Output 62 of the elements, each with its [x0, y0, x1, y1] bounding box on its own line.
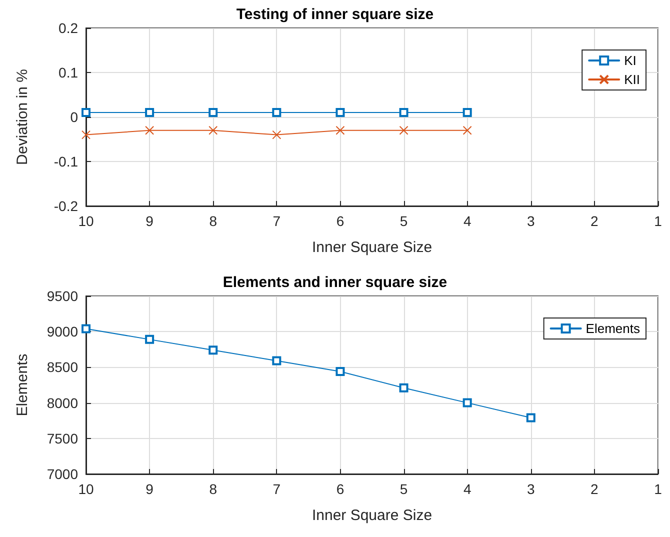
chart-title: Testing of inner square size — [236, 6, 434, 23]
x-tick-label: 5 — [400, 481, 408, 497]
x-tick-label: 2 — [590, 481, 599, 497]
x-tick-label: 7 — [272, 481, 281, 497]
point — [272, 108, 282, 118]
x-axis-title: Inner Square Size — [312, 239, 432, 256]
y-tick-label: 7500 — [46, 430, 78, 446]
x-tick-label: 4 — [463, 213, 472, 229]
point — [208, 126, 218, 135]
x-tick-label: 8 — [209, 213, 218, 229]
point — [462, 398, 472, 408]
point — [145, 108, 154, 118]
point — [145, 334, 154, 344]
point — [399, 383, 408, 392]
x-tick-label: 9 — [146, 213, 154, 229]
point — [462, 126, 472, 135]
x-tick-label: 1 — [654, 481, 662, 497]
x-axis-title: Inner Square Size — [312, 507, 432, 524]
y-tick-label: 0 — [70, 109, 78, 125]
point — [336, 108, 345, 118]
x-tick-label: 1 — [654, 213, 662, 229]
x-tick-label: 3 — [526, 213, 535, 229]
point — [336, 366, 345, 376]
y-axis-title: Elements — [14, 354, 31, 416]
legend-label: KII — [624, 72, 640, 87]
y-tick-label: 0.1 — [58, 64, 78, 80]
point — [82, 130, 90, 140]
point — [208, 108, 218, 118]
y-tick-label: -0.1 — [54, 154, 78, 170]
point — [272, 356, 282, 366]
y-tick-label: 8500 — [46, 359, 78, 376]
y-tick-label: 0.2 — [58, 20, 78, 36]
y-axis-title: Deviation in % — [14, 69, 31, 165]
x-tick-label: 4 — [463, 481, 472, 497]
x-tick-label: 6 — [336, 481, 344, 497]
point — [145, 126, 154, 135]
point — [82, 324, 90, 334]
point — [82, 108, 90, 118]
legend-label: Elements — [586, 321, 640, 336]
point — [399, 126, 408, 135]
x-tick-label: 7 — [272, 213, 281, 229]
y-tick-label: -0.2 — [54, 198, 78, 214]
x-tick-label: 6 — [336, 213, 344, 229]
x-tick-label: 3 — [526, 481, 535, 497]
y-tick-label: 7000 — [46, 466, 78, 482]
point — [272, 130, 282, 140]
point — [526, 413, 536, 422]
point — [399, 108, 408, 118]
x-tick-label: 5 — [400, 213, 408, 229]
point — [462, 108, 472, 118]
x-tick-label: 2 — [590, 213, 599, 229]
legend-label: KI — [624, 53, 636, 68]
x-tick-label: 10 — [78, 213, 94, 229]
y-tick-label: 9000 — [46, 324, 78, 340]
y-tick-label: 8000 — [46, 394, 78, 411]
x-tick-label: 9 — [146, 481, 154, 497]
x-tick-label: 10 — [78, 481, 94, 497]
chart-title: Elements and inner square size — [222, 274, 448, 291]
y-tick-label: 9500 — [46, 288, 78, 304]
x-tick-label: 8 — [209, 481, 218, 497]
point — [336, 126, 345, 135]
point — [208, 346, 218, 355]
